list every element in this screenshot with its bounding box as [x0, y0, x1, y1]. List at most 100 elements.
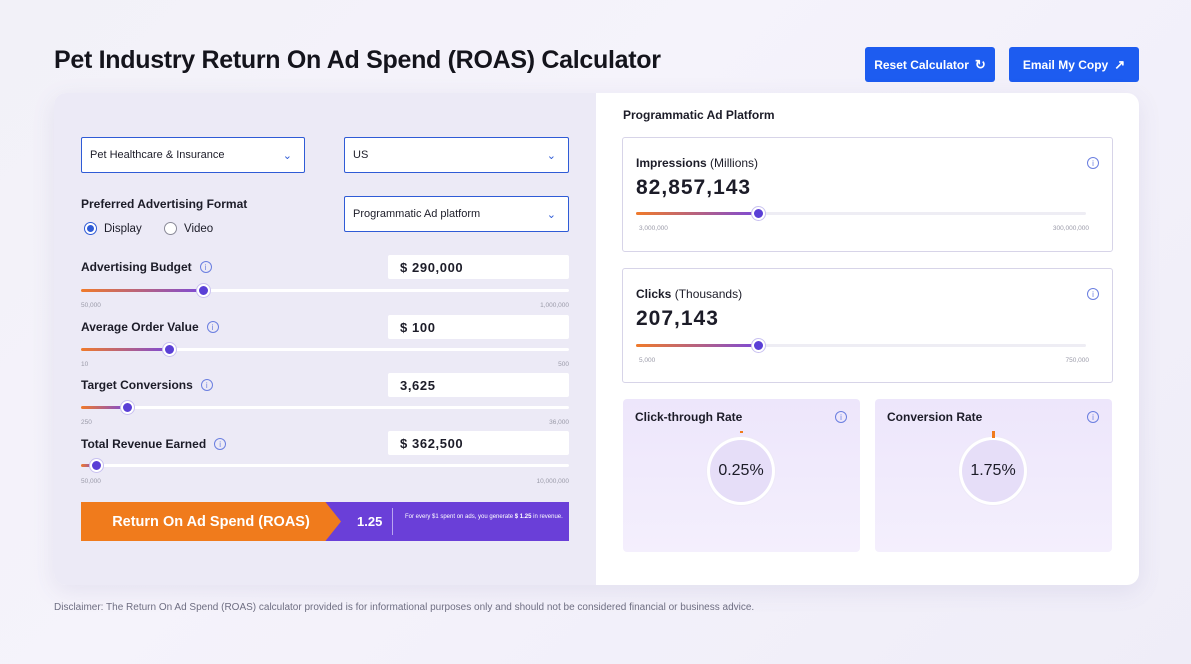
calculator-card: Pet Healthcare & Insurance ⌄ US ⌄ Prefer… [54, 93, 1139, 585]
roas-note-suffix: in revenue. [533, 514, 563, 520]
clicks-slider[interactable] [636, 339, 1086, 352]
conversions-input[interactable]: 3,625 [388, 373, 569, 397]
slider-handle[interactable] [751, 207, 765, 220]
clicks-value: 207,143 [636, 307, 719, 330]
slider-max: 10,000,000 [536, 478, 569, 485]
arrow-up-right-icon: ↗ [1114, 56, 1126, 72]
slider-max: 36,000 [549, 419, 569, 426]
info-icon[interactable]: i [199, 261, 212, 273]
slider-min: 50,000 [81, 478, 101, 485]
slider-min: 5,000 [639, 357, 656, 364]
metric-unit: (Millions) [710, 156, 759, 170]
slider-fill [636, 344, 758, 347]
field-label-text: Total Revenue Earned [81, 437, 207, 451]
input-panel: Pet Healthcare & Insurance ⌄ US ⌄ Prefer… [54, 93, 596, 585]
reset-calculator-button[interactable]: Reset Calculator ↻ [865, 47, 995, 82]
impressions-value: 82,857,143 [636, 176, 752, 199]
clicks-card: Clicks (Thousands) i 207,143 5,000 750,0… [622, 268, 1113, 383]
info-icon[interactable]: i [1087, 411, 1099, 423]
gauge-progress [740, 431, 743, 433]
slider-handle[interactable] [89, 459, 103, 472]
slider-min: 50,000 [81, 302, 101, 309]
info-icon[interactable]: i [835, 411, 847, 423]
disclaimer: Disclaimer: The Return On Ad Spend (ROAS… [54, 602, 755, 613]
info-icon[interactable]: i [200, 379, 213, 391]
roas-label: Return On Ad Spend (ROAS) [81, 502, 341, 541]
slider-min: 10 [81, 361, 89, 368]
slider-min: 250 [81, 419, 92, 426]
conversion-rate-card: Conversion Rate i 1.75% [875, 399, 1112, 552]
industry-select[interactable]: Pet Healthcare & Insurance ⌄ [81, 137, 305, 173]
conversion-rate-label: Conversion Rate [887, 410, 983, 424]
slider-fill [81, 348, 169, 351]
conversions-label: Target Conversions i [81, 378, 213, 392]
field-label-text: Advertising Budget [81, 260, 192, 274]
impressions-slider[interactable] [636, 207, 1086, 220]
platform-select-value: Programmatic Ad platform [353, 208, 481, 220]
page-title: Pet Industry Return On Ad Spend (ROAS) C… [54, 46, 661, 74]
metric-label-text: Clicks [636, 287, 672, 301]
clicks-label: Clicks (Thousands) [636, 287, 742, 301]
chevron-down-icon: ⌄ [282, 150, 292, 162]
field-label-text: Average Order Value [81, 320, 199, 334]
info-icon[interactable]: i [214, 438, 227, 450]
slider-fill [81, 289, 203, 292]
email-label: Email My Copy [1022, 57, 1109, 72]
conversion-rate-gauge: 1.75% [959, 431, 1027, 505]
format-option-video[interactable]: Video [164, 222, 213, 235]
slider-fill [81, 406, 128, 409]
metric-unit: (Thousands) [674, 287, 743, 301]
budget-input[interactable]: $ 290,000 [388, 255, 569, 279]
info-icon[interactable]: i [206, 321, 219, 333]
country-select[interactable]: US ⌄ [344, 137, 569, 173]
refresh-icon: ↻ [974, 56, 986, 72]
radio-video[interactable] [164, 222, 177, 235]
aov-input[interactable]: $ 100 [388, 315, 569, 339]
reset-label: Reset Calculator [874, 57, 969, 72]
slider-max: 300,000,000 [1052, 225, 1089, 232]
industry-select-value: Pet Healthcare & Insurance [90, 149, 225, 161]
ctr-card: Click-through Rate i 0.25% [623, 399, 860, 552]
ctr-value: 0.25% [710, 440, 772, 502]
impressions-card: Impressions (Millions) i 82,857,143 3,00… [622, 137, 1113, 252]
budget-slider[interactable] [81, 284, 569, 297]
slider-max: 750,000 [1065, 357, 1090, 364]
slider-max: 500 [558, 361, 569, 368]
roas-note: For every $1 spent on ads, you generate … [405, 513, 565, 521]
info-icon[interactable]: i [1087, 157, 1099, 169]
slider-handle[interactable] [751, 339, 765, 352]
impressions-label: Impressions (Millions) [636, 156, 758, 170]
roas-value: 1.25 [357, 514, 383, 529]
chevron-down-icon: ⌄ [546, 209, 556, 221]
slider-fill [81, 464, 96, 467]
format-option-label: Display [104, 222, 142, 235]
slider-handle[interactable] [121, 401, 135, 414]
platform-title: Programmatic Ad Platform [623, 108, 775, 122]
conversions-slider[interactable] [81, 401, 569, 414]
gauge-progress [992, 431, 995, 438]
slider-fill [636, 212, 758, 215]
format-option-label: Video [184, 222, 214, 235]
aov-slider[interactable] [81, 343, 569, 356]
email-copy-button[interactable]: Email My Copy ↗ [1009, 47, 1139, 82]
revenue-label: Total Revenue Earned i [81, 437, 227, 451]
slider-handle[interactable] [162, 343, 176, 356]
roas-note-prefix: For every $1 spent on ads, you generate [405, 514, 514, 520]
ctr-gauge: 0.25% [707, 431, 775, 505]
revenue-slider[interactable] [81, 459, 569, 472]
roas-note-amount: $ 1.25 [514, 514, 532, 520]
slider-handle[interactable] [197, 284, 210, 297]
info-icon[interactable]: i [1087, 288, 1099, 300]
revenue-input[interactable]: $ 362,500 [388, 431, 569, 455]
chevron-down-icon: ⌄ [546, 150, 556, 162]
slider-min: 3,000,000 [639, 225, 668, 232]
format-heading: Preferred Advertising Format [81, 197, 248, 211]
country-select-value: US [353, 149, 369, 161]
aov-label: Average Order Value i [81, 320, 219, 334]
radio-display[interactable] [84, 222, 97, 235]
roas-result: Return On Ad Spend (ROAS) 1.25 For every… [81, 502, 569, 541]
slider-max: 1,000,000 [540, 302, 569, 309]
conversion-rate-value: 1.75% [962, 440, 1024, 502]
format-option-display[interactable]: Display [84, 222, 142, 235]
platform-select[interactable]: Programmatic Ad platform ⌄ [344, 196, 569, 232]
